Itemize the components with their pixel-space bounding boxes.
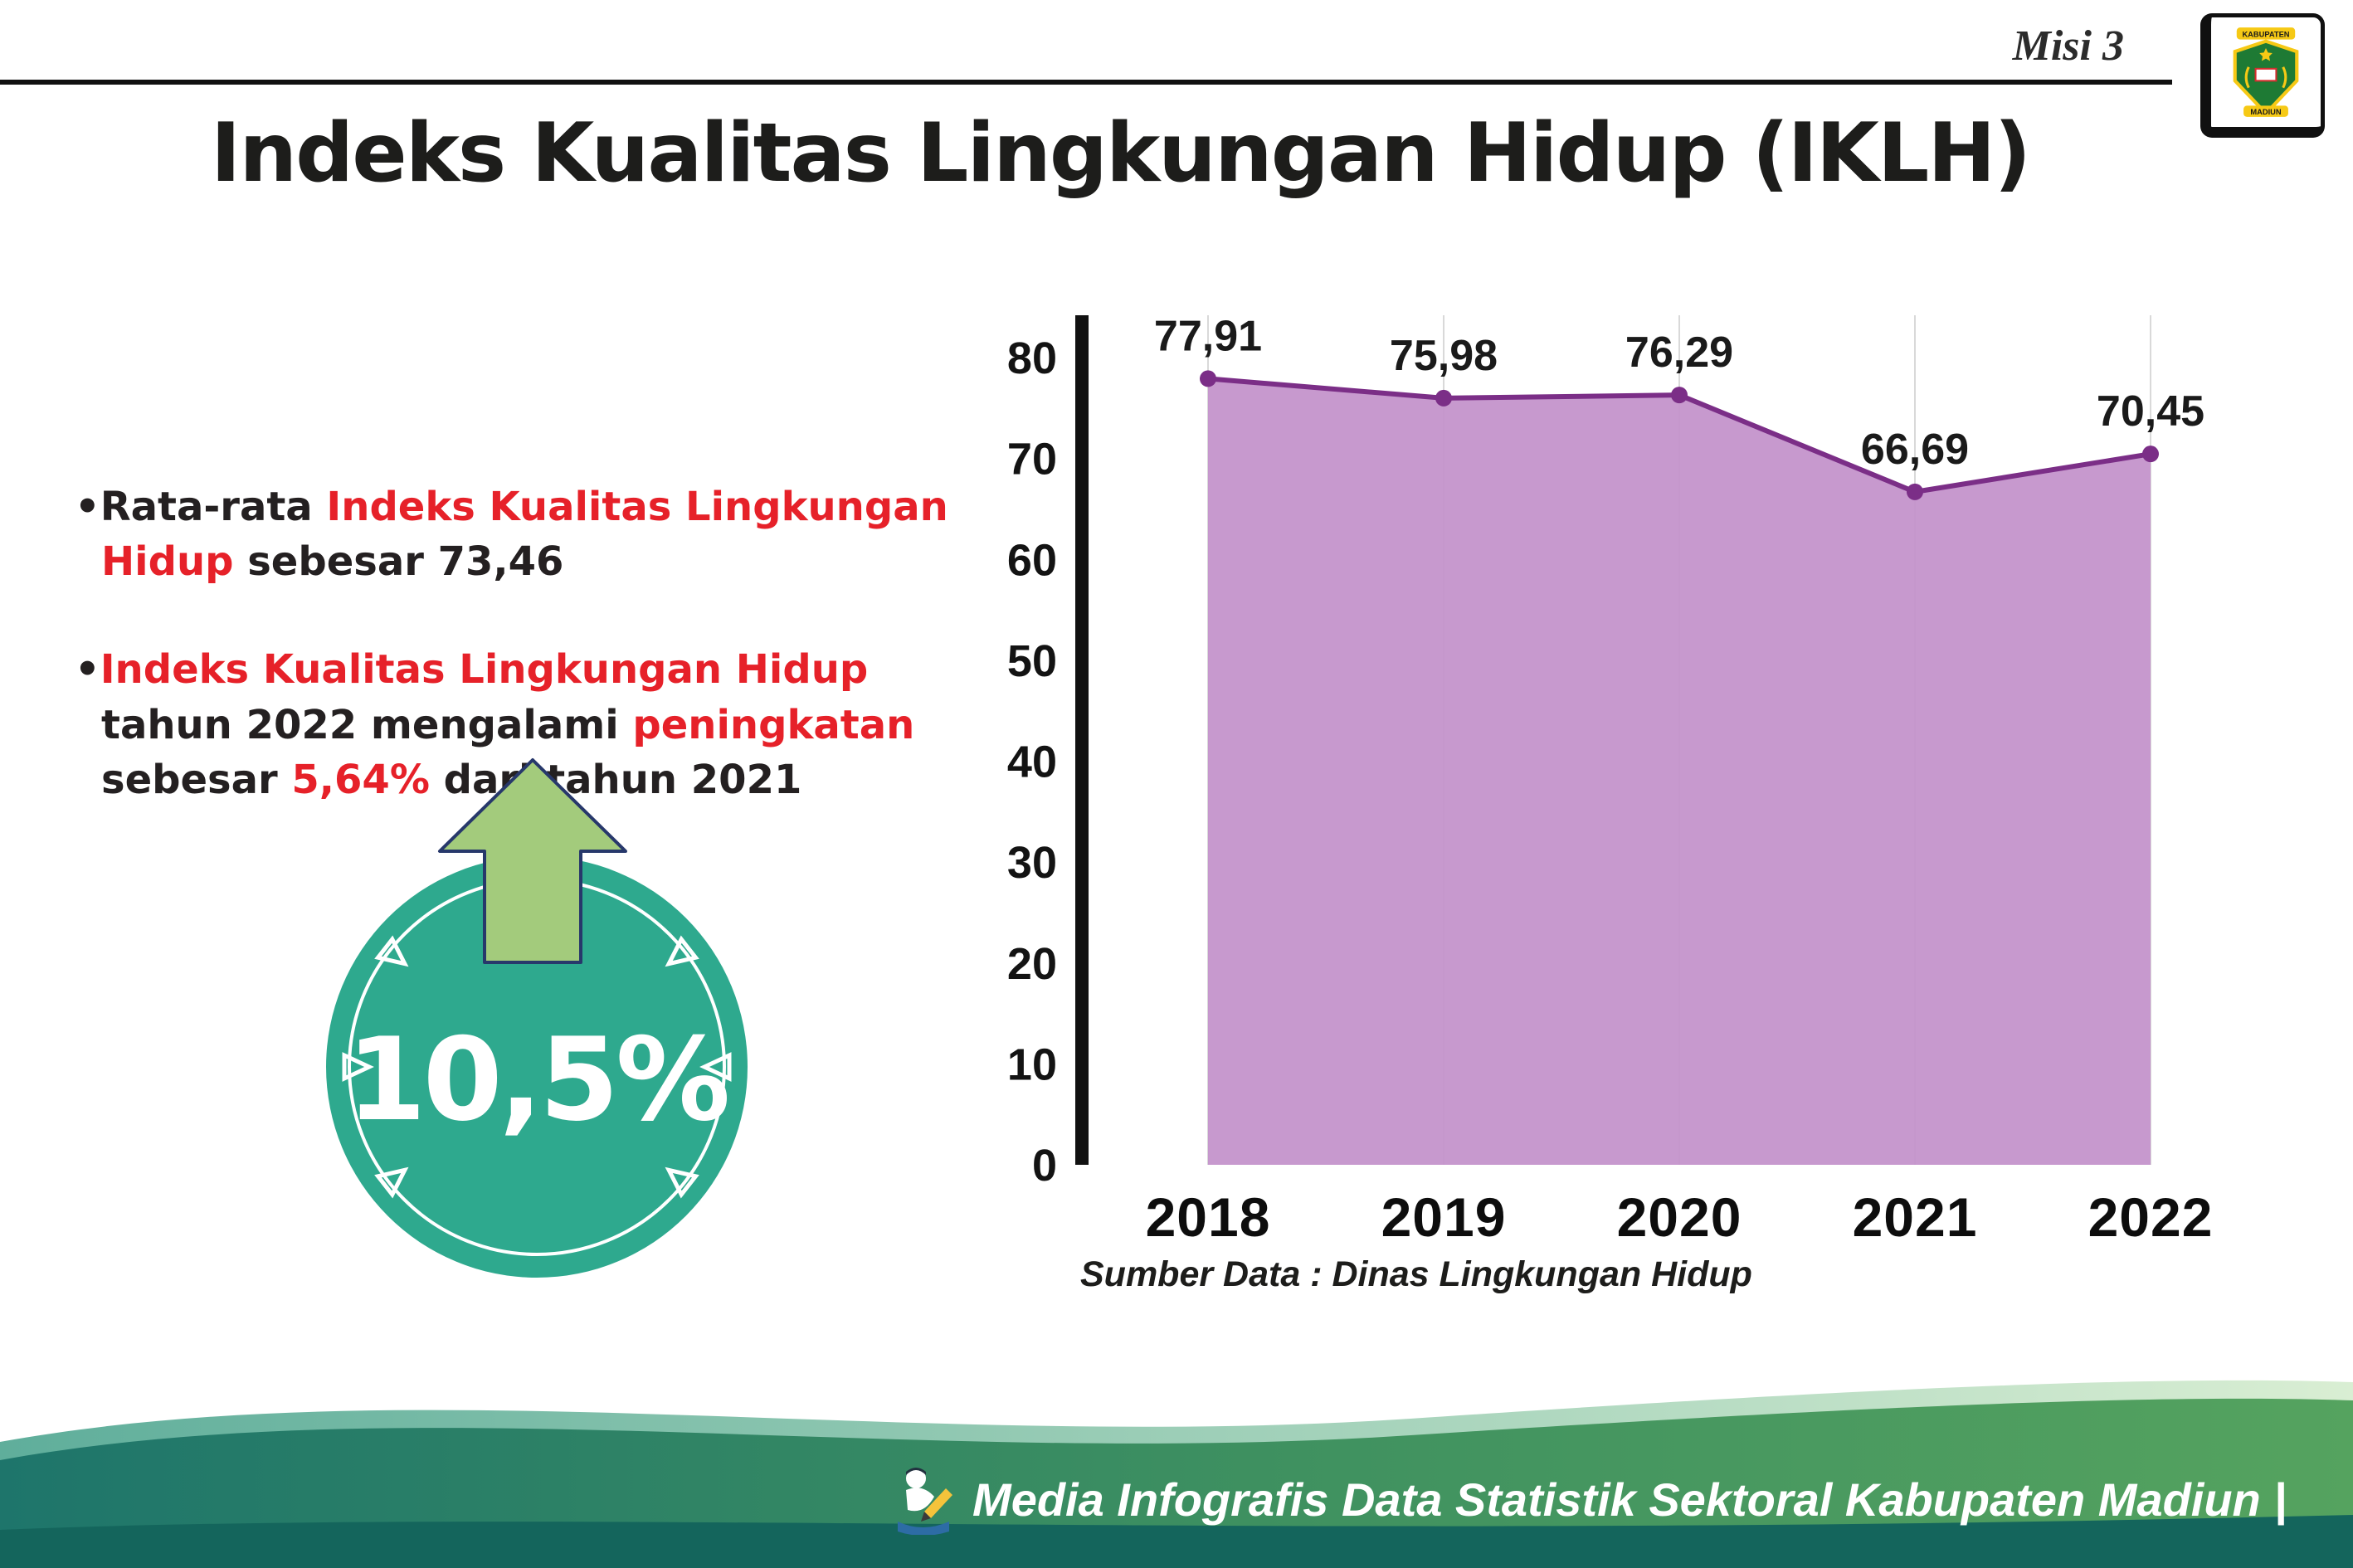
svg-text:10: 10 bbox=[1007, 1040, 1057, 1089]
bullet-item: •Rata-rata Indeks Kualitas Lingkungan Hi… bbox=[75, 484, 948, 586]
svg-text:80: 80 bbox=[1007, 334, 1057, 383]
mascot-icon bbox=[898, 1468, 953, 1535]
svg-text:66,69: 66,69 bbox=[1861, 426, 1969, 474]
footer-caption-text: Media Infografis Data Statistik Sektoral… bbox=[972, 1473, 2287, 1526]
svg-text:76,29: 76,29 bbox=[1625, 329, 1733, 377]
chart-source: Sumber Data : Dinas Lingkungan Hidup bbox=[1080, 1254, 1752, 1294]
page-title: Indeks Kualitas Lingkungan Hidup (IKLH) bbox=[210, 106, 2031, 201]
svg-text:77,91: 77,91 bbox=[1154, 312, 1262, 360]
up-arrow-icon bbox=[438, 758, 627, 964]
svg-text:2021: 2021 bbox=[1853, 1186, 1978, 1248]
footer-wave bbox=[0, 1380, 2353, 1568]
svg-text:75,98: 75,98 bbox=[1390, 332, 1498, 380]
svg-text:70: 70 bbox=[1007, 435, 1057, 485]
header-rule bbox=[0, 80, 2172, 85]
badge-value: 10,5% bbox=[346, 1012, 731, 1147]
svg-text:2019: 2019 bbox=[1381, 1186, 1507, 1248]
kabupaten-madiun-logo: KABUPATEN MADIUN bbox=[2200, 13, 2325, 138]
svg-text:20: 20 bbox=[1007, 939, 1057, 989]
crest-bottom-text: MADIUN bbox=[2250, 108, 2282, 116]
bullet-list: •Rata-rata Indeks Kualitas Lingkungan Hi… bbox=[75, 480, 954, 860]
bullet-item: •Indeks Kualitas Lingkungan Hidup tahun … bbox=[75, 646, 915, 803]
iklh-area-chart: 0 10 20 30 40 50 60 70 80 77,91 75,98 76,29 66,69 70,… bbox=[1004, 279, 2298, 1361]
svg-text:2018: 2018 bbox=[1146, 1186, 1271, 1248]
crest-top-text: KABUPATEN bbox=[2242, 31, 2289, 39]
misi-label: Misi 3 bbox=[2012, 22, 2124, 70]
svg-text:50: 50 bbox=[1007, 636, 1057, 686]
svg-text:2022: 2022 bbox=[2088, 1186, 2214, 1248]
svg-text:2020: 2020 bbox=[1617, 1186, 1742, 1248]
svg-text:60: 60 bbox=[1007, 535, 1057, 585]
svg-text:0: 0 bbox=[1032, 1141, 1057, 1191]
svg-text:70,45: 70,45 bbox=[2097, 387, 2204, 436]
crest-icon: KABUPATEN MADIUN bbox=[2233, 27, 2299, 117]
svg-text:30: 30 bbox=[1007, 838, 1057, 888]
svg-text:40: 40 bbox=[1007, 738, 1057, 787]
footer-caption: Media Infografis Data Statistik Sektoral… bbox=[891, 1463, 2287, 1535]
